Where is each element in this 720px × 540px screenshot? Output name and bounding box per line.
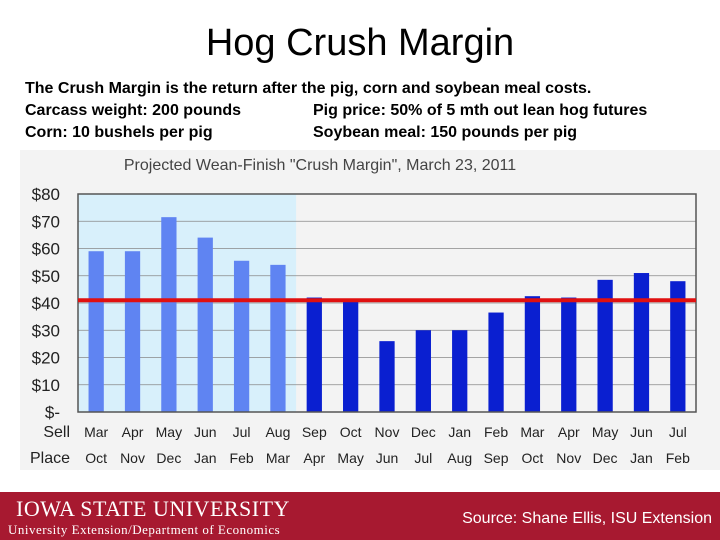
historical-bar: [197, 237, 213, 412]
historical-bar: [124, 251, 141, 412]
y-tick-label: $60: [32, 240, 60, 259]
projected-bar: [670, 281, 686, 412]
projected-bar: [379, 341, 395, 412]
sell-month-label: Feb: [484, 424, 508, 440]
source-text: Source: Shane Ellis, ISU Extension: [462, 510, 712, 527]
y-axis-tick-labels: $80 $70 $60 $50 $40 $30 $20 $10 $-: [32, 185, 60, 422]
sell-month-label: Jul: [669, 424, 687, 440]
place-month-label: Aug: [447, 450, 472, 466]
place-month-label: Jan: [194, 450, 217, 466]
sell-month-label: Aug: [265, 424, 290, 440]
sell-month-label: Nov: [375, 424, 400, 440]
sell-month-label: Jun: [630, 424, 653, 440]
y-tick-label: $40: [32, 294, 60, 313]
historical-bar: [270, 264, 286, 412]
place-month-label: Oct: [85, 450, 107, 466]
place-month-label: Jun: [376, 450, 399, 466]
y-tick-label: $50: [32, 267, 60, 286]
y-tick-label: $80: [32, 185, 60, 204]
place-month-label: Feb: [230, 450, 254, 466]
place-month-label: Nov: [120, 450, 145, 466]
projected-bar: [633, 273, 650, 412]
place-month-label: Jul: [414, 450, 432, 466]
historical-bar: [88, 251, 104, 412]
place-row-label: Place: [30, 450, 70, 467]
projected-bar: [306, 297, 322, 412]
department-text: University Extension/Department of Econo…: [8, 522, 281, 537]
x-axis-tick-labels: Sell Place Mar Oct Apr Nov May Dec Jun Jan Jul Feb A…: [30, 424, 690, 467]
y-tick-label: $-: [45, 403, 60, 422]
place-month-label: Oct: [522, 450, 544, 466]
corn-text: Corn: 10 bushels per pig: [25, 124, 213, 141]
projected-bar: [343, 300, 359, 412]
place-month-label: Dec: [593, 450, 618, 466]
sell-month-label: Oct: [340, 424, 362, 440]
historical-bar: [161, 217, 177, 412]
y-tick-label: $70: [32, 212, 60, 231]
place-month-label: Jan: [630, 450, 653, 466]
carcass-weight-text: Carcass weight: 200 pounds: [25, 102, 242, 119]
projected-bar: [415, 330, 431, 412]
place-month-label: Nov: [556, 450, 581, 466]
projected-bar: [452, 330, 468, 412]
sell-month-label: Jan: [448, 424, 471, 440]
crush-margin-description: The Crush Margin is the return after the…: [25, 80, 592, 97]
university-logo-text: Iowa State University: [16, 496, 290, 521]
sell-row-label: Sell: [43, 424, 70, 441]
place-month-label: Sep: [484, 450, 509, 466]
sell-month-label: May: [592, 424, 618, 440]
sell-month-label: Jun: [194, 424, 217, 440]
historical-bar: [233, 260, 250, 412]
pig-price-text: Pig price: 50% of 5 mth out lean hog fut…: [313, 102, 648, 119]
projected-bar: [561, 297, 577, 412]
sell-month-label: May: [156, 424, 182, 440]
sell-month-label: Jul: [233, 424, 251, 440]
slide-title: Hog Crush Margin: [205, 22, 515, 64]
chart-title: Projected Wean-Finish "Crush Margin", Ma…: [124, 157, 516, 174]
place-month-label: May: [337, 450, 363, 466]
sell-month-label: Mar: [520, 424, 544, 440]
projected-bar: [524, 296, 541, 412]
plot-area-border: [77, 193, 697, 413]
sell-month-label: Apr: [122, 424, 144, 440]
place-month-label: Dec: [156, 450, 181, 466]
place-month-label: Apr: [303, 450, 325, 466]
soybean-meal-text: Soybean meal: 150 pounds per pig: [313, 124, 578, 141]
crush-margin-chart: Projected Wean-Finish "Crush Margin", Ma…: [20, 150, 720, 470]
sell-month-label: Mar: [84, 424, 108, 440]
bars: [88, 217, 686, 412]
place-month-label: Feb: [666, 450, 690, 466]
projected-bar: [488, 312, 504, 412]
sell-month-label: Dec: [411, 424, 436, 440]
y-tick-label: $10: [32, 376, 60, 395]
place-month-label: Mar: [266, 450, 290, 466]
y-tick-label: $30: [32, 321, 60, 340]
projected-bar: [597, 279, 613, 412]
footer-bar: Iowa State University University Extensi…: [0, 492, 720, 540]
sell-month-label: Apr: [558, 424, 580, 440]
y-tick-label: $20: [32, 349, 60, 368]
sell-month-label: Sep: [302, 424, 327, 440]
